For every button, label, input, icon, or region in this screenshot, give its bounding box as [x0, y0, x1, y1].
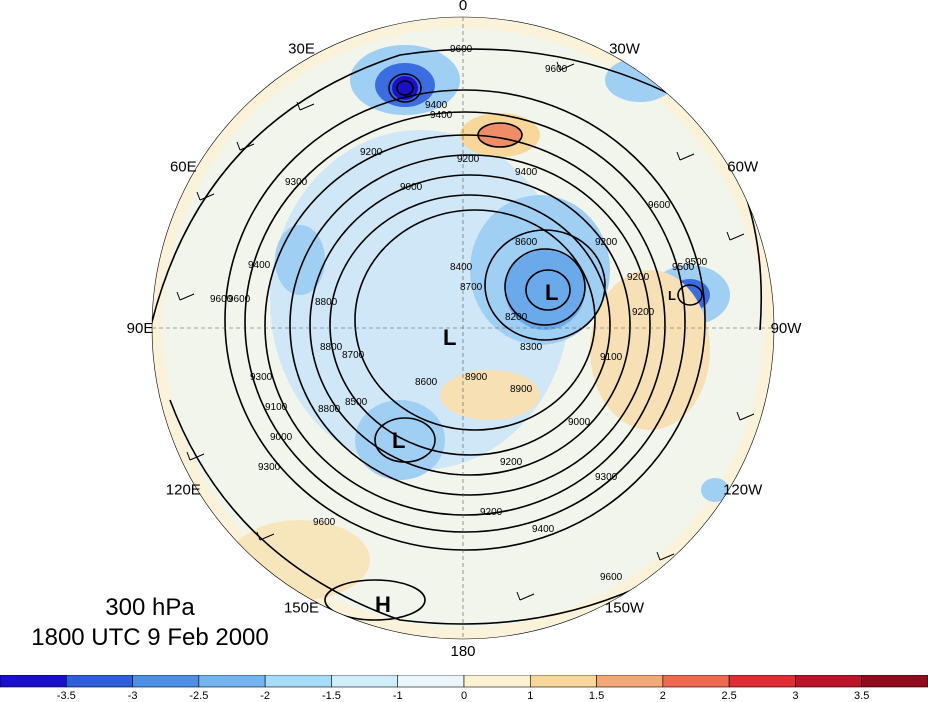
contour-label: 9400: [515, 167, 538, 178]
contour-label: 8500: [345, 397, 368, 408]
colorbar-box: [0, 675, 67, 688]
contour-label: 8600: [415, 377, 438, 388]
contour-label: 9600: [545, 64, 568, 75]
colorbar-tick-label: 2: [660, 690, 666, 702]
contour-label: 9200: [457, 154, 480, 165]
contour-label: 9600: [600, 572, 623, 583]
contour-label: 9400: [532, 524, 555, 535]
colorbar-box: [264, 675, 332, 688]
colorbar-tick-label: -3: [128, 690, 138, 702]
contour-label: 9200: [595, 237, 618, 248]
contour-label: 9600: [450, 44, 473, 55]
contour-label: 9200: [632, 307, 655, 318]
colorbar-box: [596, 675, 664, 688]
colorbar-tick-label: -2: [260, 690, 270, 702]
low-pressure-marker: L: [668, 288, 676, 303]
colorbar-tick-label: 1.5: [589, 690, 604, 702]
contour-label: 9300: [250, 372, 273, 383]
pressure-system-markers: L L L L H: [375, 280, 676, 617]
longitude-label: 60W: [727, 159, 759, 176]
contour-label: 9500: [685, 257, 708, 268]
contour-value-labels: 9600 9600 9600 9500 9400 9200 9300 9400 …: [210, 44, 708, 583]
low-pressure-marker: L: [443, 325, 456, 350]
colorbar-tick-label: 0: [461, 690, 467, 702]
contour-label: 9600: [648, 200, 671, 211]
valid-time-title: 1800 UTC 9 Feb 2000: [31, 624, 269, 651]
colorbar-tick-label: 3: [792, 690, 798, 702]
colorbar-box: [662, 675, 730, 688]
contour-label: 8600: [515, 237, 538, 248]
colorbar-box: [861, 675, 928, 688]
longitude-labels: 0 30E 60E 90E 120E 150E 180 150W 120W 90W 60W 30W: [127, 0, 803, 660]
longitude-label: 60E: [170, 159, 197, 176]
contour-label: 9600: [210, 294, 233, 305]
contour-label: 8800: [318, 404, 341, 415]
contour-label: 8800: [320, 342, 343, 353]
contour-label: 8300: [520, 342, 543, 353]
contour-label: 8900: [465, 372, 488, 383]
colorbar-tick-label: 1: [527, 690, 533, 702]
longitude-label: 180: [450, 643, 475, 660]
contour-label: 9400: [425, 100, 448, 111]
contour-label: 9000: [400, 182, 423, 193]
longitude-label: 150W: [605, 600, 645, 617]
pressure-level-title: 300 hPa: [105, 594, 195, 621]
colorbar-box: [728, 675, 796, 688]
longitude-label: 90W: [771, 320, 803, 337]
contour-label: 8400: [450, 262, 473, 273]
contour-label: 9100: [265, 402, 288, 413]
colorbar-box: [331, 675, 399, 688]
contour-label: 9300: [258, 462, 281, 473]
contour-label: 9200: [360, 147, 383, 158]
high-pressure-marker: H: [375, 592, 391, 617]
colorbar-tick-label: -1.5: [322, 690, 341, 702]
wind-barbs: [176, 61, 755, 601]
contour-label: 9600: [313, 517, 336, 528]
colorbar-tick-label: -2.5: [189, 690, 208, 702]
colorbar-box: [795, 675, 863, 688]
longitude-label: 0: [459, 0, 467, 14]
longitude-label: 120W: [723, 482, 763, 499]
contour-label: 9300: [285, 177, 308, 188]
contour-label: 8800: [315, 297, 338, 308]
contour-label: 9300: [595, 472, 618, 483]
colorbar-tick-label: 3.5: [854, 690, 869, 702]
longitude-label: 150E: [284, 600, 319, 617]
colorbar-box: [529, 675, 597, 688]
colorbar-tick-label: -1: [393, 690, 403, 702]
colorbar-boxes: [0, 675, 928, 688]
graticule: [152, 17, 774, 639]
longitude-label: 90E: [127, 320, 154, 337]
contour-label: 8200: [505, 312, 528, 323]
low-pressure-marker: L: [545, 280, 558, 305]
colorbar-box: [65, 675, 133, 688]
contour-label: 9200: [500, 457, 523, 468]
colorbar-box: [397, 675, 465, 688]
contour-label: 8900: [510, 384, 533, 395]
contour-label: 9400: [248, 260, 271, 271]
contour-label: 8700: [342, 350, 365, 361]
contour-label: 9200: [480, 507, 503, 518]
colorbar-box: [198, 675, 266, 688]
contour-label: 8700: [460, 282, 483, 293]
colorbar-tick-label: 2.5: [721, 690, 736, 702]
low-pressure-marker: L: [392, 428, 405, 453]
colorbar: -3.5 -3 -2.5 -2 -1.5 -1 0 1 1.5 2 2.5 3 3.5: [0, 675, 928, 702]
contour-label: 9100: [600, 352, 623, 363]
contour-label: 9000: [270, 432, 293, 443]
colorbar-box: [132, 675, 200, 688]
contour-label: 9400: [430, 110, 453, 121]
colorbar-tick-label: -3.5: [57, 690, 76, 702]
contour-label: 9200: [627, 272, 650, 283]
colorbar-box: [463, 675, 531, 688]
longitude-label: 30E: [288, 40, 315, 57]
contour-label: 9600: [228, 294, 251, 305]
longitude-label: 30W: [609, 40, 641, 57]
colorbar-tick-labels: -3.5 -3 -2.5 -2 -1.5 -1 0 1 1.5 2 2.5 3 3.5: [57, 690, 870, 702]
contour-label: 9500: [672, 262, 695, 273]
contour-label: 9000: [568, 417, 591, 428]
longitude-label: 120E: [166, 482, 201, 499]
